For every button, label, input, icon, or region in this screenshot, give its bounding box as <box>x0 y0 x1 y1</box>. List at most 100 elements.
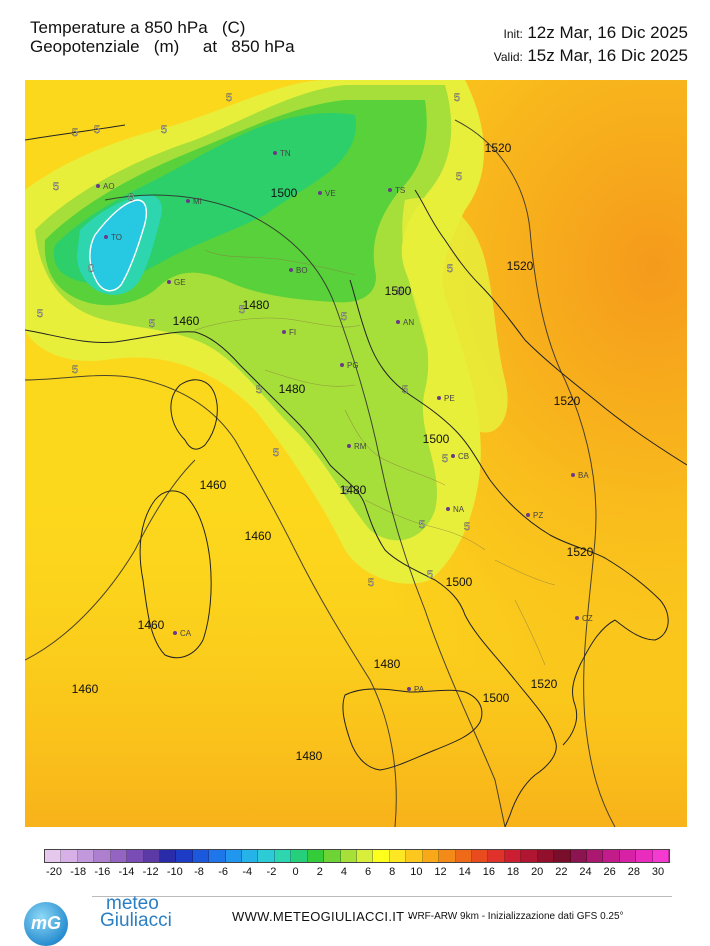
temperature-colorbar <box>44 849 670 863</box>
colorbar-swatch <box>389 850 407 862</box>
colorbar-tick-label: -8 <box>194 866 204 878</box>
isohypse-label: 1460 <box>200 478 227 492</box>
temp-contour-label: 5 <box>37 308 43 320</box>
city-ts[interactable]: TS <box>388 186 405 195</box>
city-dot <box>437 396 441 400</box>
city-mi[interactable]: MI <box>186 197 202 206</box>
city-an[interactable]: AN <box>396 318 414 327</box>
city-ao[interactable]: AO <box>96 182 115 191</box>
city-dot <box>575 616 579 620</box>
city-dot <box>407 687 411 691</box>
city-label: PA <box>414 685 425 694</box>
isohypse-label: 1480 <box>374 657 401 671</box>
colorbar-tick-label: -14 <box>118 866 135 878</box>
colorbar-swatch <box>504 850 522 862</box>
city-bo[interactable]: BO <box>289 266 308 275</box>
city-cz[interactable]: CZ <box>575 614 593 623</box>
temp-contour-label: 5 <box>456 171 462 183</box>
city-markers: AO TO MI TN VE TS GE BO FI AN PG PE RM CB NA BA PZ CA CZ PA <box>96 149 593 694</box>
isohypse-label: 1500 <box>271 186 298 200</box>
city-pg[interactable]: PG <box>340 361 359 370</box>
city-label: BO <box>296 266 308 275</box>
colorbar-tick-label: 30 <box>651 866 665 878</box>
colorbar-swatch <box>77 850 95 862</box>
isohypse-label: 1460 <box>138 618 165 632</box>
city-ve[interactable]: VE <box>318 189 336 198</box>
temp-contour-label: 5 <box>442 453 448 465</box>
colorbar-tick-label: -2 <box>266 866 277 878</box>
city-dot <box>318 191 322 195</box>
city-pa[interactable]: PA <box>407 685 425 694</box>
city-cb[interactable]: CB <box>451 452 469 461</box>
colorbar-tick-label: -4 <box>242 866 253 878</box>
colorbar-tick-label: 14 <box>458 866 471 878</box>
logo-text-giuliacci: Giuliacci <box>100 910 172 931</box>
colorbar-tick-label: 26 <box>603 866 616 878</box>
colorbar-tick-label: 4 <box>340 866 347 878</box>
city-fi[interactable]: FI <box>282 328 296 337</box>
isohypse-label: 1480 <box>279 382 306 396</box>
city-ca[interactable]: CA <box>173 629 192 638</box>
colorbar-swatch <box>521 850 538 862</box>
temp-contour-label: 5 <box>161 124 167 136</box>
isohypse-label: 1480 <box>340 483 367 497</box>
city-pe[interactable]: PE <box>437 394 455 403</box>
temp-contour-label: 5 <box>72 127 78 139</box>
isohypse-label: 1460 <box>173 314 200 328</box>
city-label: RM <box>354 442 367 451</box>
colorbar-swatch <box>45 850 62 862</box>
colorbar-swatch <box>209 850 226 862</box>
isohypse-label: 1520 <box>567 545 594 559</box>
city-label: PG <box>347 361 359 370</box>
init-label: Init: <box>503 27 523 41</box>
colorbar-tick-label: -16 <box>94 866 111 878</box>
isohypse-label: 1500 <box>446 575 473 589</box>
colorbar-swatch <box>570 850 587 862</box>
temp-contour-label: 5 <box>447 263 453 275</box>
colorbar-swatch <box>307 850 325 862</box>
colorbar-tick-label: 18 <box>506 866 520 878</box>
city-rm[interactable]: RM <box>347 442 367 451</box>
temp-contour-label: 5 <box>72 364 78 376</box>
colorbar-swatch <box>61 850 78 862</box>
colorbar-swatch <box>455 850 472 862</box>
isohypse-labels: 1520 1500 1520 1500 1480 1460 1480 1520 1500 1480… <box>72 141 594 763</box>
city-label: FI <box>289 328 296 337</box>
city-to[interactable]: TO <box>104 233 122 242</box>
colorbar-tick-label: -18 <box>70 866 87 878</box>
city-label: TN <box>280 149 291 158</box>
city-dot <box>282 330 286 334</box>
colorbar-swatch <box>619 850 637 862</box>
colorbar-swatch <box>291 850 308 862</box>
colorbar-swatch <box>537 850 555 862</box>
logo-mark: mG <box>30 913 61 933</box>
city-label: GE <box>174 278 186 287</box>
colorbar-swatch <box>340 850 358 862</box>
colorbar-swatch <box>225 850 243 862</box>
temp-contour-label: 5 <box>343 485 349 497</box>
colorbar-tick-label: 10 <box>410 866 423 878</box>
isohypse-label: 1520 <box>531 677 558 691</box>
colorbar-tick-label: -20 <box>46 866 62 878</box>
isohypse-label: 1520 <box>507 259 534 273</box>
isohypse-label: 1520 <box>554 394 581 408</box>
temp-contour-label: 5 <box>368 577 374 589</box>
colorbar-swatch <box>110 850 128 862</box>
colorbar-tick-label: -6 <box>218 866 228 878</box>
city-ge[interactable]: GE <box>167 278 186 287</box>
city-pz[interactable]: PZ <box>526 511 543 520</box>
city-dot <box>173 631 177 635</box>
colorbar-tick-label: 16 <box>482 866 495 878</box>
city-tn[interactable]: TN <box>273 149 291 158</box>
colorbar-tick-label: 28 <box>627 866 640 878</box>
isohypse-label: 1500 <box>483 691 510 705</box>
meteo-giuliacci-logo[interactable]: mG <box>24 902 68 946</box>
colorbar-tick-label: 2 <box>316 866 323 878</box>
temp-contour-label: 0 <box>88 263 94 275</box>
city-ba[interactable]: BA <box>571 471 589 480</box>
temp-contour-label: 5 <box>239 304 245 316</box>
website-link[interactable]: WWW.METEOGIULIACCI.IT - <box>232 909 413 924</box>
city-label: MI <box>193 197 202 206</box>
city-na[interactable]: NA <box>446 505 465 514</box>
